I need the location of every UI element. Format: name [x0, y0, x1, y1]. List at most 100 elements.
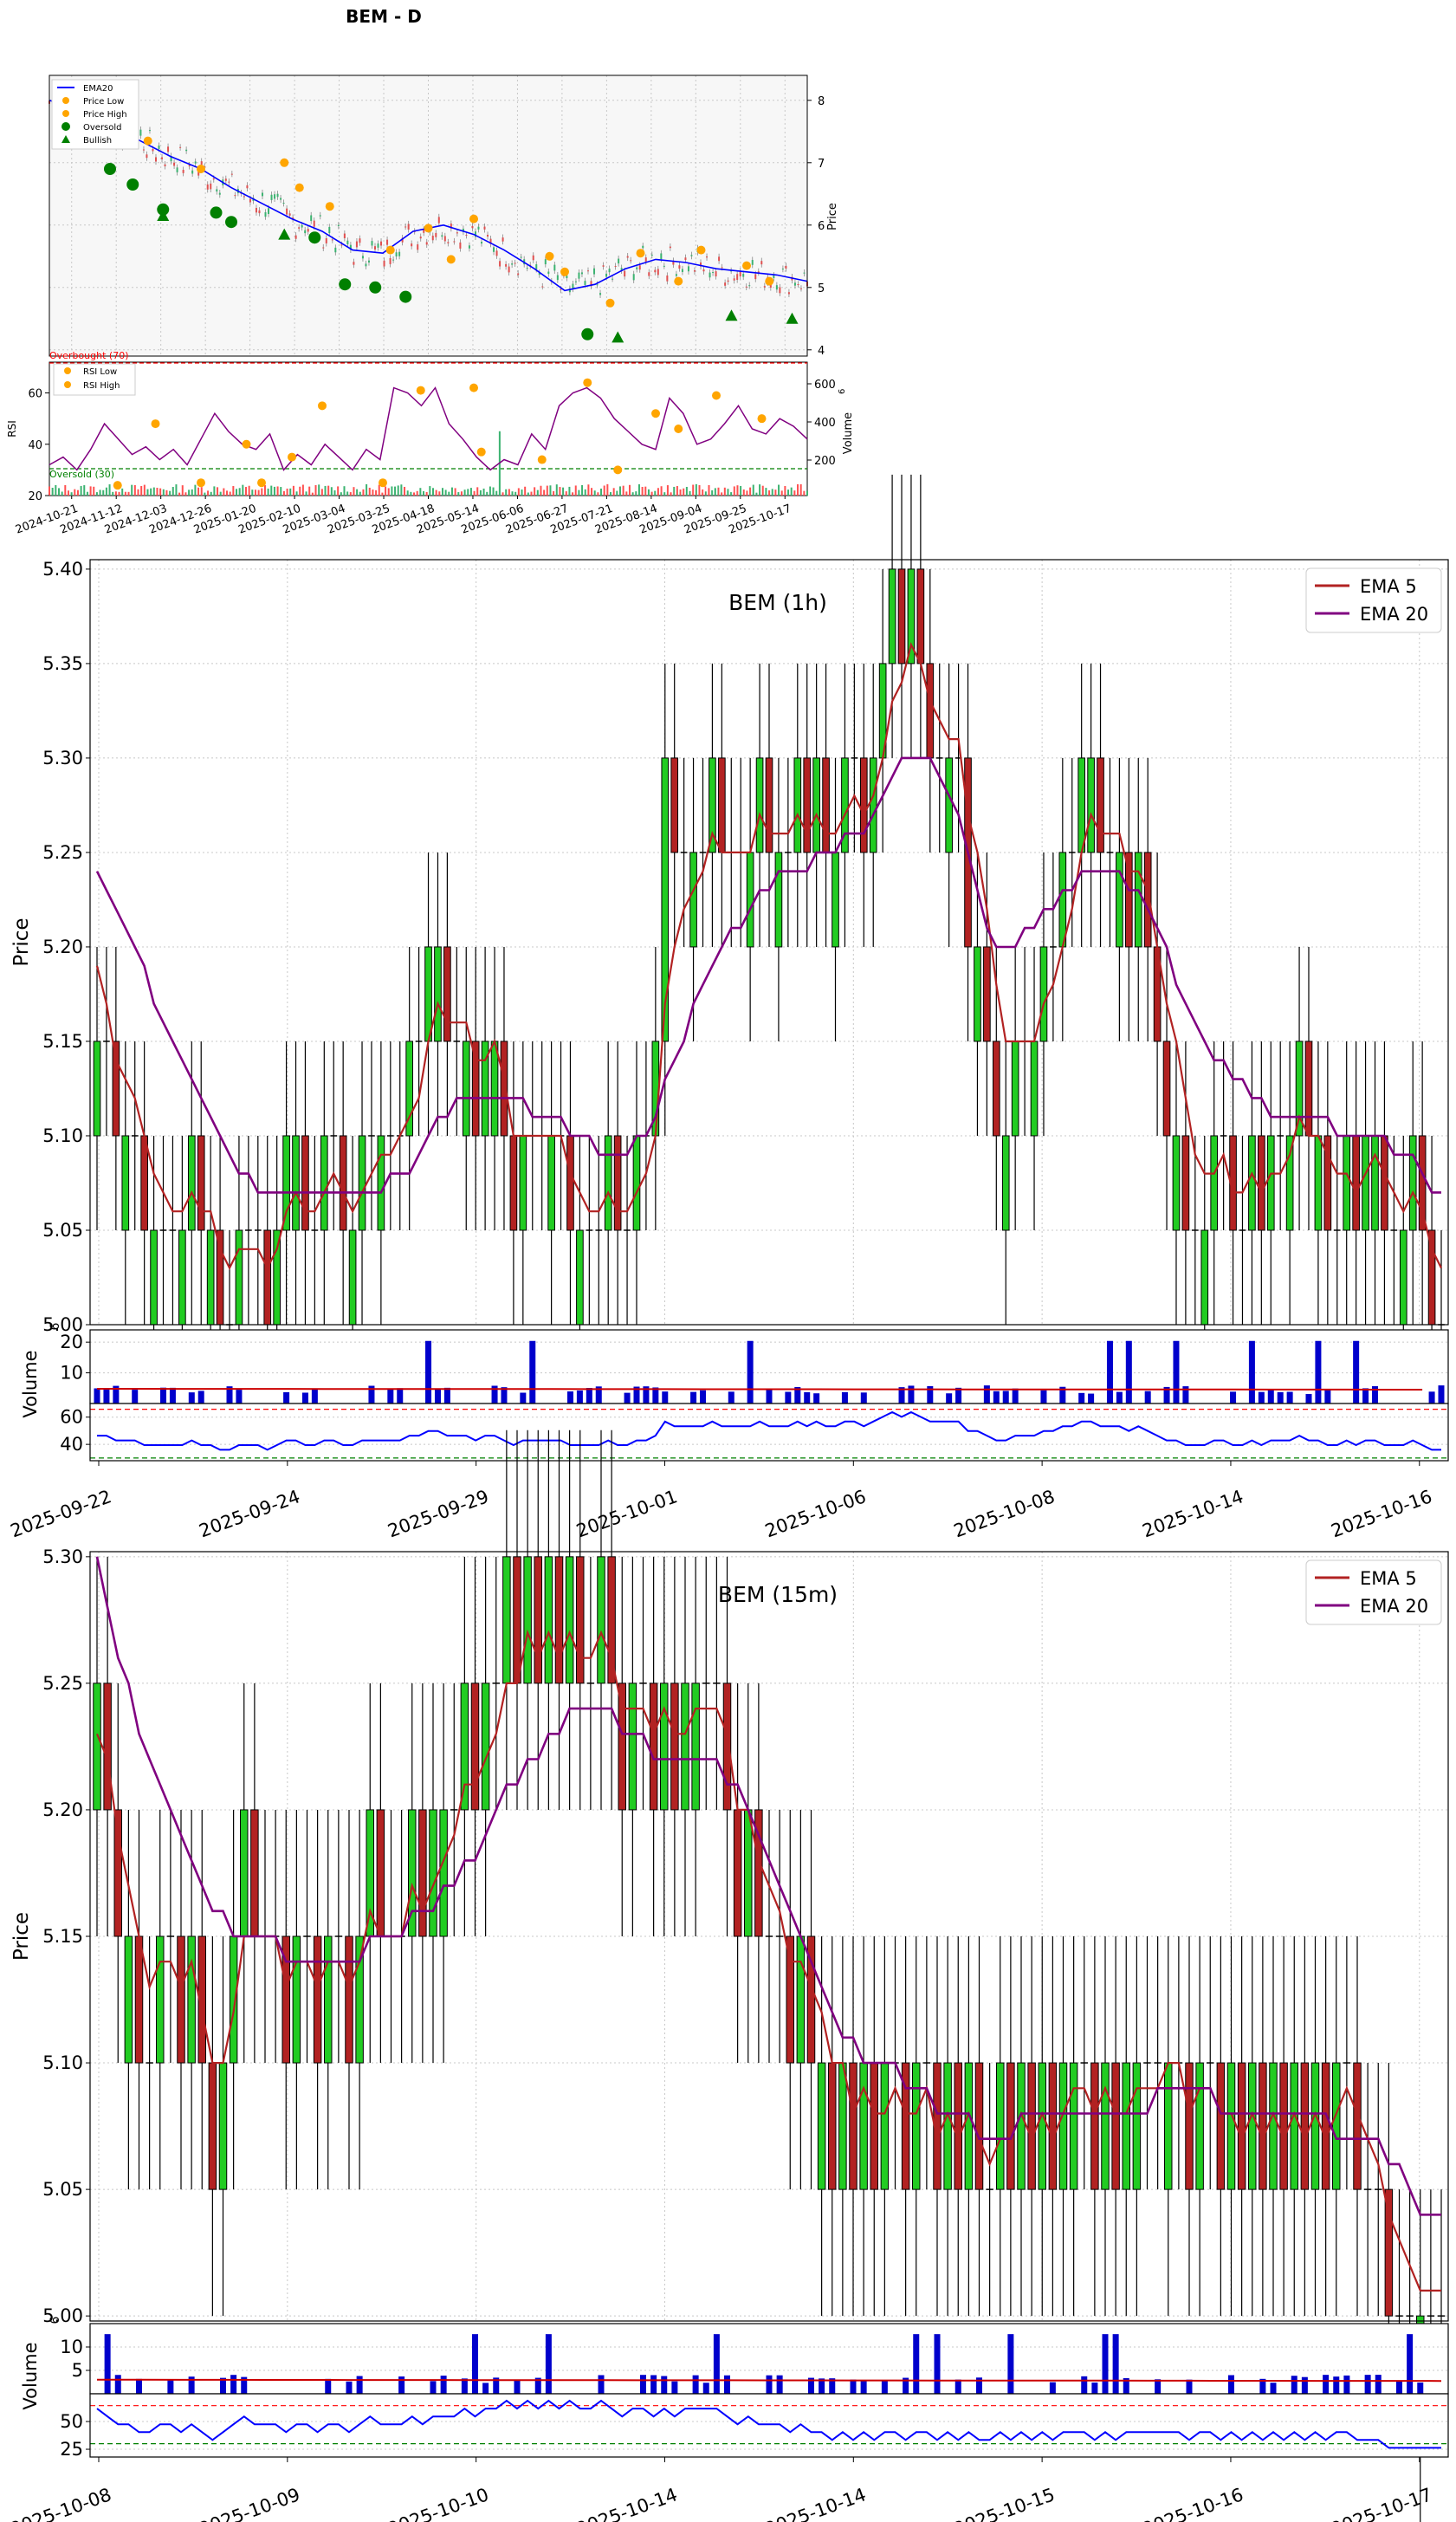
- daily-candle-body: [612, 278, 614, 280]
- daily-volume-bar: [616, 490, 618, 496]
- daily-plot-frame: [49, 75, 808, 357]
- daily-candle-body: [249, 198, 251, 203]
- m15-candle-body: [576, 1556, 585, 1684]
- hourly-candle-body: [1200, 1229, 1209, 1326]
- daily-price-low-marker: [325, 202, 334, 211]
- daily-oversold-marker: [308, 231, 321, 244]
- daily-volume-bar: [133, 484, 136, 496]
- daily-volume-bar: [460, 491, 463, 496]
- daily-candle-body: [580, 272, 583, 275]
- hourly-volume-bar: [576, 1390, 583, 1404]
- daily-volume-bar: [378, 484, 380, 496]
- daily-candle-body: [715, 271, 717, 277]
- hourly-candle-body: [576, 1229, 584, 1326]
- daily-volume-bar: [654, 490, 657, 496]
- daily-volume-bar: [663, 492, 666, 496]
- m15-volume-bar: [1228, 2375, 1234, 2394]
- daily-candle-body: [374, 246, 377, 250]
- daily-candle-body: [618, 258, 620, 264]
- daily-rsi-ytick-label: 40: [28, 439, 42, 452]
- hourly-volume-ylabel: Volume: [20, 1350, 41, 1417]
- m15-volume-ytick-label: 10: [60, 2337, 83, 2357]
- daily-volume-ytick-label: 600: [814, 379, 836, 392]
- hourly-volume-bar: [908, 1385, 915, 1404]
- daily-candle-body: [532, 255, 534, 261]
- hourly-volume-bar: [434, 1389, 441, 1404]
- daily-volume-bar: [476, 487, 479, 496]
- hourly-candle-body: [1323, 1135, 1332, 1231]
- hourly-ytick-label: 5.10: [42, 1125, 83, 1146]
- m15-volume-bar: [692, 2375, 699, 2394]
- m15-candle-body: [964, 2062, 974, 2190]
- daily-candle-body: [560, 289, 562, 290]
- m15-volume-bar: [702, 2383, 709, 2394]
- daily-volume-bar: [197, 487, 200, 496]
- daily-rsi-high-marker: [583, 378, 592, 387]
- daily-candle-body: [660, 253, 663, 260]
- daily-candle-body: [456, 232, 458, 234]
- daily-volume-bar: [441, 488, 443, 496]
- hourly-candle-body: [632, 1135, 641, 1231]
- daily-candle-body: [346, 240, 349, 244]
- m15-volume-bar: [472, 2334, 478, 2394]
- daily-volume-bar: [353, 487, 355, 496]
- hourly-candle-body: [1011, 1041, 1019, 1137]
- daily-candle-body: [243, 196, 245, 198]
- hourly-volume-bar: [785, 1391, 792, 1404]
- daily-volume-bar: [454, 488, 456, 496]
- hourly-candle-body: [1143, 852, 1152, 948]
- m15-candle-body: [355, 1935, 364, 2064]
- daily-candle-body: [276, 193, 279, 198]
- daily-candle-body: [572, 283, 574, 289]
- daily-candle-body: [693, 270, 696, 272]
- m15-volume-bar: [881, 2380, 888, 2394]
- daily-volume-bar: [749, 487, 752, 496]
- daily-candle-body: [270, 194, 273, 200]
- daily-volume-bar: [217, 487, 219, 496]
- daily-volume-bar: [204, 492, 206, 496]
- daily-volume-bar: [308, 486, 311, 496]
- daily-candle-body: [779, 287, 781, 294]
- m15-candle-body: [1185, 2062, 1194, 2190]
- hourly-volume-bar: [520, 1392, 527, 1404]
- hourly-xtick-label: 2025-10-01: [573, 1486, 680, 1541]
- daily-volume-bar: [511, 491, 514, 496]
- hourly-volume-bar: [1230, 1391, 1237, 1404]
- hourly-volume-bar: [1163, 1386, 1170, 1404]
- daily-volume-bar: [404, 486, 406, 496]
- m15-volume-bar: [598, 2375, 605, 2394]
- hourly-volume-bar: [1371, 1386, 1378, 1404]
- m15-candle-body: [681, 1682, 689, 1811]
- daily-volume-bar: [606, 483, 609, 496]
- hourly-candle-body: [140, 1135, 148, 1231]
- daily-candle-body: [340, 244, 343, 246]
- hourly-volume-bar: [443, 1387, 450, 1404]
- daily-volume-bar: [346, 491, 349, 496]
- daily-candle-body: [544, 259, 547, 265]
- daily-candle-body: [675, 274, 677, 276]
- daily-ytick-label: 7: [818, 158, 825, 171]
- daily-candle-body: [742, 274, 745, 277]
- hourly-rsi-line: [97, 1410, 1441, 1451]
- daily-oversold-marker: [157, 203, 170, 216]
- daily-volume-bar: [508, 489, 510, 496]
- daily-price-low-marker: [765, 276, 774, 286]
- daily-candle-body: [274, 194, 276, 199]
- daily-candle-body: [556, 275, 559, 281]
- daily-volume-bar: [236, 489, 238, 496]
- daily-volume-bar: [711, 489, 714, 496]
- hourly-candle-body: [974, 946, 981, 1042]
- hourly-candle-body: [206, 1229, 215, 1326]
- daily-candle-body: [322, 247, 325, 249]
- daily-rsi-legend-high-swatch: [64, 381, 71, 388]
- daily-candle-body: [727, 280, 729, 282]
- daily-volume-bar: [790, 487, 793, 496]
- daily-candle-body: [763, 286, 766, 288]
- daily-volume-bar: [803, 490, 806, 496]
- daily-candle-body: [349, 244, 352, 250]
- m15-candle-body: [544, 1556, 553, 1684]
- daily-volume-bar: [229, 491, 231, 496]
- daily-candle-body: [642, 245, 644, 249]
- daily-volume-bar: [406, 490, 409, 496]
- daily-candle-body: [614, 266, 617, 268]
